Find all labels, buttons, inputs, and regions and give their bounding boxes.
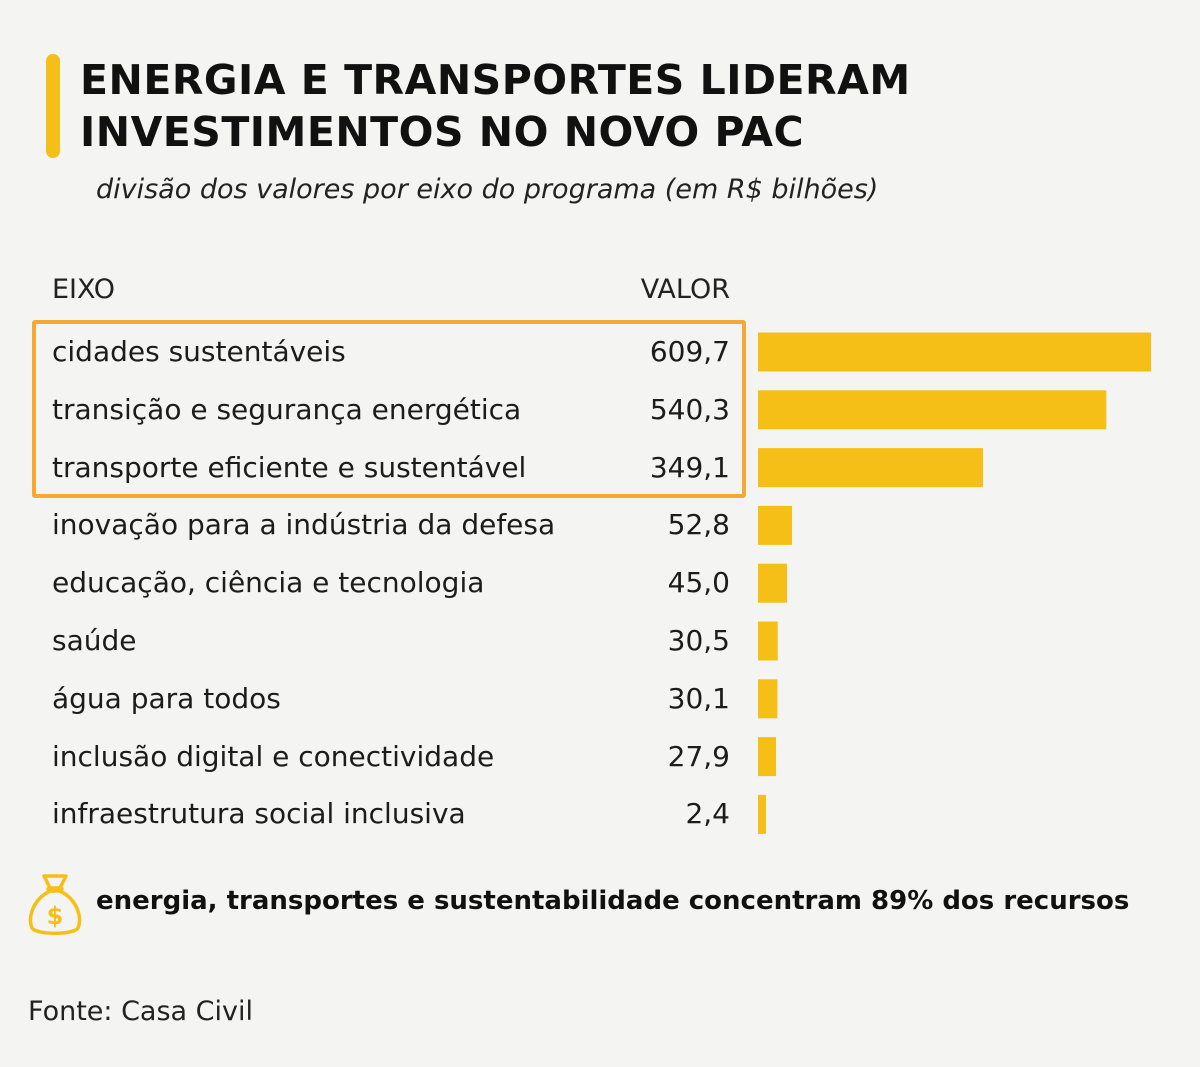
title-line-2: INVESTIMENTOS NO NOVO PAC (80, 108, 805, 156)
money-bag-icon: $ (28, 874, 82, 935)
row-label: inovação para a indústria da defesa (52, 508, 556, 542)
summary-note: energia, transportes e sustentabilidade … (96, 886, 1130, 916)
bar-7 (758, 737, 776, 777)
row-value: 30,1 (667, 681, 730, 715)
row-label: transição e segurança energética (52, 392, 522, 426)
bar-8 (758, 794, 766, 834)
row-label: inclusão digital e conectividade (52, 739, 495, 773)
title-line-1: ENERGIA E TRANSPORTES LIDERAM (80, 56, 911, 104)
row-label: transporte eficiente e sustentável (52, 450, 527, 484)
row-value: 52,8 (667, 508, 730, 542)
row-value: 45,0 (667, 566, 730, 600)
row-value: 2,4 (685, 797, 730, 831)
row-value: 349,1 (649, 450, 730, 484)
row-label: educação, ciência e tecnologia (52, 566, 485, 600)
bar-2 (758, 448, 983, 488)
bar-5 (758, 621, 778, 661)
svg-text:$: $ (47, 902, 64, 930)
page-title: ENERGIA E TRANSPORTES LIDERAM INVESTIMEN… (80, 54, 1080, 158)
column-header-eixo: EIXO (52, 274, 116, 305)
row-label: infraestrutura social inclusiva (52, 797, 466, 831)
bar-0 (758, 332, 1151, 372)
source-credit: Fonte: Casa Civil (28, 996, 254, 1027)
row-label: água para todos (52, 681, 281, 715)
title-accent-bar (46, 54, 60, 158)
row-value: 27,9 (667, 739, 730, 773)
row-value: 609,7 (649, 335, 730, 368)
bar-1 (758, 390, 1107, 430)
column-header-valor: VALOR (640, 274, 730, 305)
bar-4 (758, 563, 787, 603)
bar-3 (758, 505, 792, 545)
row-value: 30,5 (667, 624, 730, 657)
highlight-box (32, 320, 746, 498)
chart-subtitle: divisão dos valores por eixo do programa… (96, 174, 879, 205)
bar-6 (758, 679, 778, 719)
row-label: saúde (52, 624, 137, 657)
row-value: 540,3 (649, 392, 730, 426)
row-label: cidades sustentáveis (52, 335, 346, 368)
